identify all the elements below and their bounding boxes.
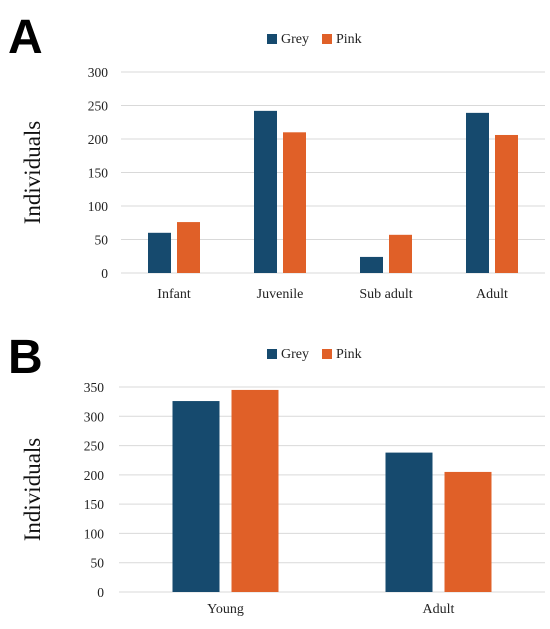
- y-tick-label: 200: [84, 468, 105, 483]
- legend-swatch-pink: [322, 349, 332, 359]
- panel-b-label: B: [8, 331, 43, 384]
- y-tick-label: 250: [88, 99, 109, 114]
- x-category-label: Adult: [423, 602, 455, 617]
- legend-label-grey: Grey: [281, 347, 309, 362]
- legend-label-pink: Pink: [336, 32, 362, 47]
- bar-pink-juvenile: [283, 132, 306, 273]
- bar-pink-sub-adult: [389, 234, 412, 273]
- bar-grey-adult: [385, 452, 433, 592]
- y-tick-label: 350: [84, 380, 105, 395]
- legend-label-pink: Pink: [336, 347, 362, 362]
- y-tick-label: 0: [97, 585, 104, 600]
- bar-grey-adult: [466, 112, 489, 274]
- bar-pink-young: [231, 389, 279, 592]
- x-category-label: Young: [207, 602, 244, 617]
- y-axis-label: Individuals: [20, 121, 45, 225]
- bar-pink-adult: [444, 471, 492, 592]
- legend-swatch-grey: [267, 34, 277, 44]
- y-tick-label: 150: [84, 497, 105, 512]
- y-tick-label: 300: [88, 65, 109, 80]
- chart-b: 0 50 100 150 200 250 300 350 Individuals Young Adu…: [20, 347, 545, 617]
- bar-grey-young: [172, 401, 220, 592]
- chart-a: 0 50 100 150 200 250 300 Individuals Infant Juven…: [20, 32, 545, 302]
- y-tick-label: 50: [91, 556, 105, 571]
- bar-grey-sub-adult: [360, 256, 383, 273]
- bar-grey-juvenile: [254, 110, 277, 273]
- bar-pink-infant: [177, 222, 200, 273]
- y-tick-label: 0: [101, 266, 108, 281]
- x-category-label: Adult: [476, 287, 508, 302]
- y-tick-label: 50: [95, 233, 109, 248]
- legend-swatch-grey: [267, 349, 277, 359]
- x-category-label: Infant: [157, 287, 191, 302]
- y-axis-label: Individuals: [20, 438, 45, 542]
- y-tick-label: 100: [88, 199, 109, 214]
- bar-pink-adult: [495, 134, 518, 273]
- legend-swatch-pink: [322, 34, 332, 44]
- y-tick-label: 300: [84, 409, 105, 424]
- panel-a-label: A: [8, 11, 43, 64]
- x-category-label: Sub adult: [359, 287, 412, 302]
- bar-grey-infant: [148, 232, 171, 273]
- y-tick-label: 200: [88, 132, 109, 147]
- y-tick-label: 150: [88, 166, 109, 181]
- legend-label-grey: Grey: [281, 32, 309, 47]
- y-tick-label: 250: [84, 439, 105, 454]
- y-tick-label: 100: [84, 526, 105, 541]
- x-category-label: Juvenile: [257, 287, 304, 302]
